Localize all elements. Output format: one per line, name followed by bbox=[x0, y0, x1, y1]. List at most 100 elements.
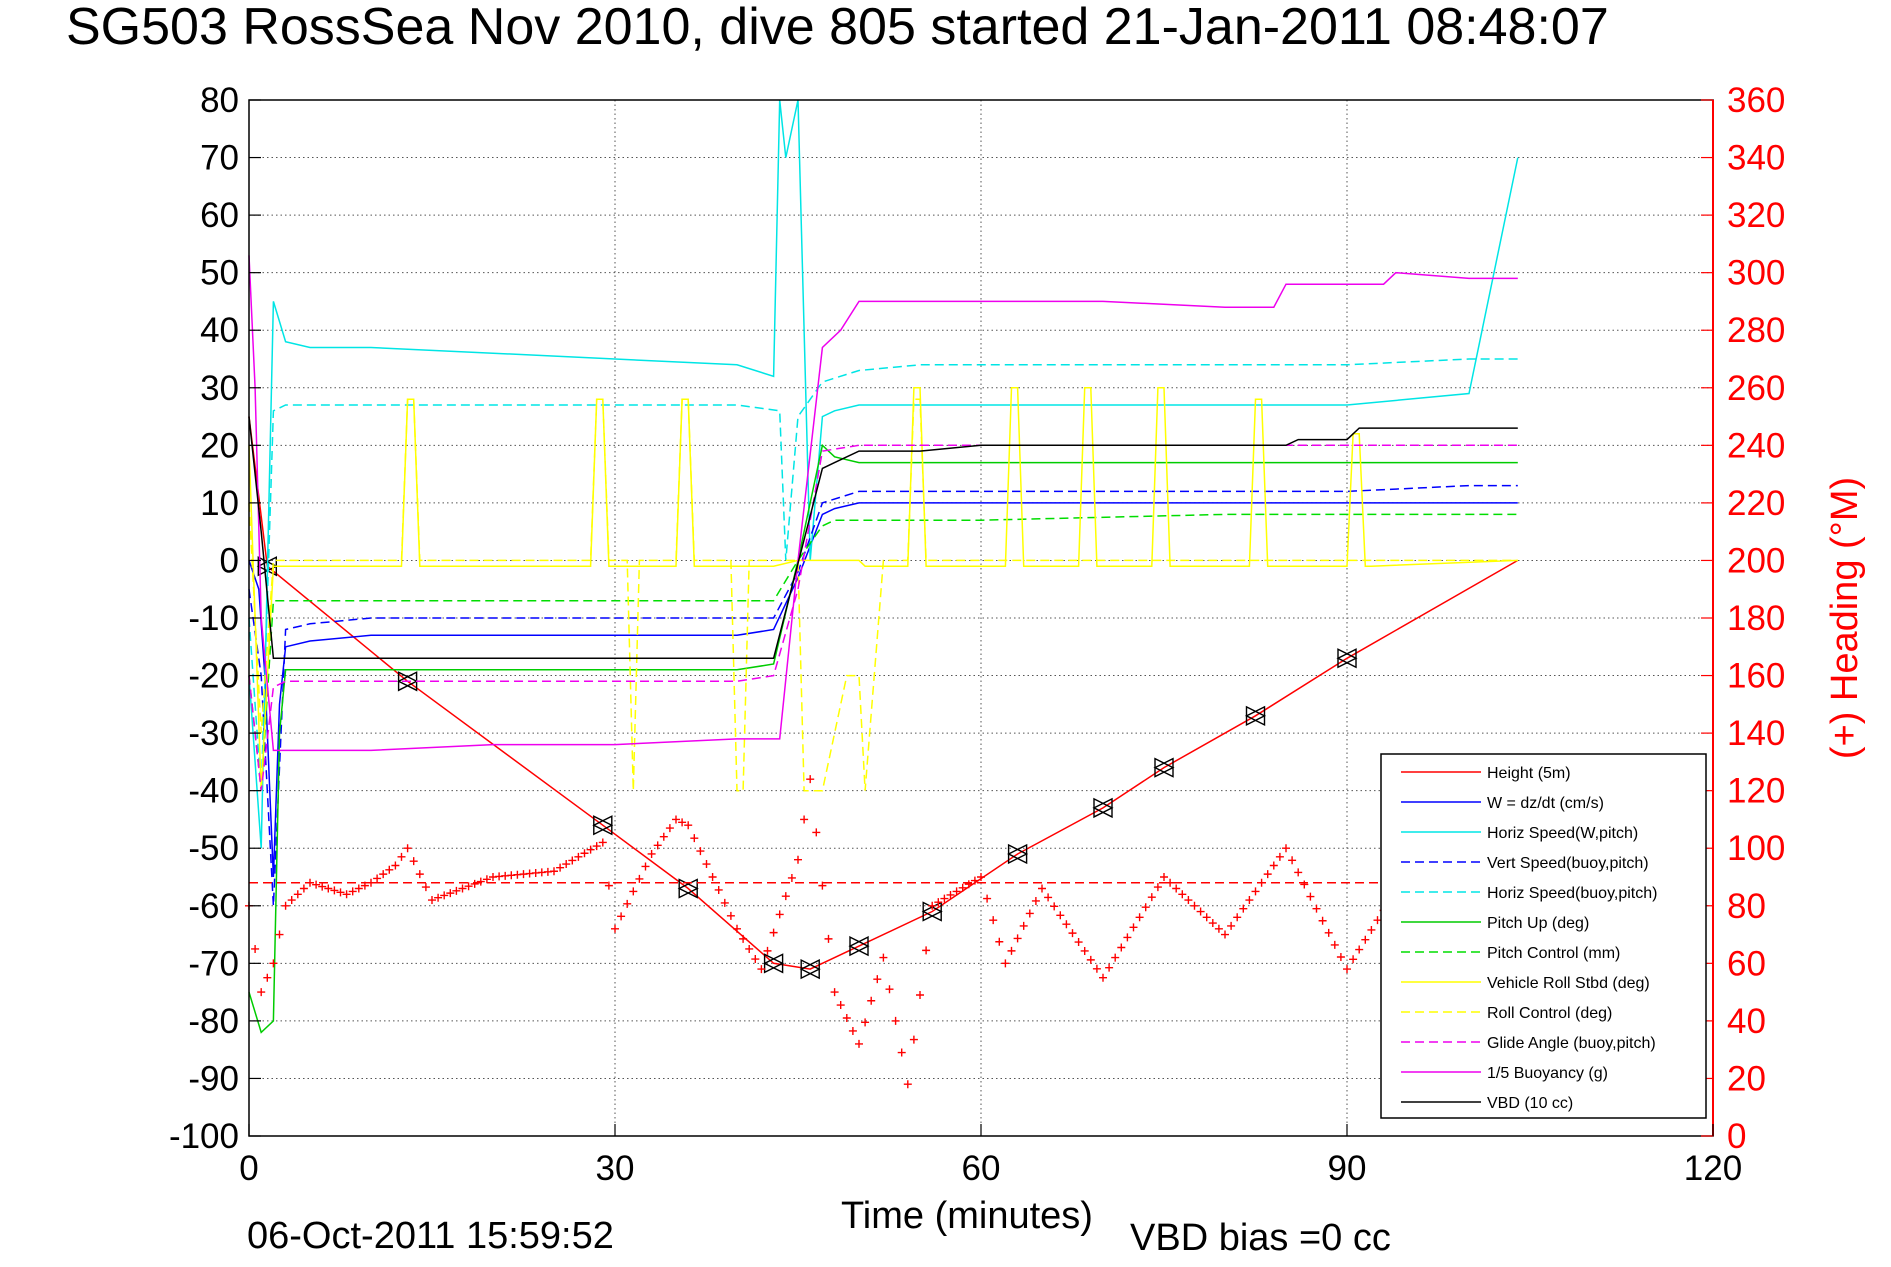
series-height-5m bbox=[248, 416, 1519, 970]
heading-marker bbox=[720, 898, 729, 907]
heading-marker bbox=[989, 916, 998, 925]
heading-marker bbox=[1361, 935, 1370, 944]
heading-marker bbox=[1245, 896, 1254, 905]
heading-marker bbox=[611, 924, 619, 933]
heading-marker bbox=[848, 1026, 857, 1035]
plot-area bbox=[245, 99, 1519, 1089]
heading-marker bbox=[1275, 852, 1284, 861]
heading-marker bbox=[1135, 913, 1144, 922]
heading-marker bbox=[446, 889, 455, 898]
right-tick-label: 360 bbox=[1727, 81, 1785, 120]
series-w-dz-dt-cm-s bbox=[248, 502, 1518, 878]
legend-item: Roll Control (deg) bbox=[1401, 1005, 1612, 1022]
heading-marker bbox=[1282, 844, 1290, 853]
heading-marker bbox=[867, 996, 876, 1005]
chart-title: SG503 RossSea Nov 2010, dive 805 started… bbox=[66, 0, 1609, 56]
legend-item: Height (5m) bbox=[1401, 765, 1571, 782]
heading-marker bbox=[1208, 919, 1217, 928]
y-tick-label: 40 bbox=[200, 311, 239, 350]
x-tick-label: 120 bbox=[1684, 1149, 1742, 1188]
right-tick-label: 80 bbox=[1727, 887, 1766, 926]
heading-marker bbox=[629, 887, 638, 896]
heading-marker bbox=[409, 857, 418, 866]
heading-marker bbox=[1336, 953, 1345, 962]
right-tick-label: 160 bbox=[1727, 657, 1785, 696]
y-tick-label: -90 bbox=[188, 1059, 239, 1098]
legend-label: 1/5 Buoyancy (g) bbox=[1487, 1065, 1608, 1082]
heading-marker bbox=[1269, 861, 1278, 870]
heading-marker bbox=[1007, 946, 1016, 955]
right-tick-label: 140 bbox=[1727, 714, 1785, 753]
legend-item: Pitch Control (mm) bbox=[1401, 945, 1620, 962]
heading-marker bbox=[568, 856, 577, 865]
heading-marker bbox=[318, 882, 327, 891]
heading-marker bbox=[330, 886, 339, 895]
legend: Height (5m) W = dz/dt (cm/s) Horiz Speed(W… bbox=[1380, 753, 1707, 1119]
heading-marker bbox=[1031, 896, 1040, 905]
height-marker bbox=[763, 953, 784, 974]
heading-marker bbox=[977, 873, 985, 881]
heading-marker bbox=[1062, 920, 1071, 929]
heading-marker bbox=[604, 881, 613, 890]
y-tick-label: 0 bbox=[220, 541, 239, 580]
heading-marker bbox=[836, 1001, 845, 1010]
heading-marker bbox=[458, 884, 467, 893]
heading-marker bbox=[1056, 911, 1065, 920]
x-tick-label: 60 bbox=[962, 1149, 1001, 1188]
heading-marker bbox=[1196, 907, 1205, 916]
series-horiz-speed-buoy-pitch bbox=[248, 358, 1518, 791]
height-marker bbox=[677, 878, 698, 899]
heading-marker bbox=[1294, 868, 1303, 877]
heading-marker bbox=[842, 1014, 851, 1023]
heading-marker bbox=[476, 877, 485, 886]
heading-marker bbox=[275, 930, 284, 939]
heading-marker bbox=[1129, 923, 1138, 932]
right-tick-label: 320 bbox=[1727, 196, 1785, 235]
height-marker bbox=[592, 815, 613, 836]
legend-label: W = dz/dt (cm/s) bbox=[1487, 795, 1604, 812]
right-tick-label: 260 bbox=[1727, 369, 1785, 408]
heading-marker bbox=[696, 847, 705, 856]
heading-marker bbox=[342, 890, 351, 899]
height-marker bbox=[1007, 843, 1028, 865]
heading-marker bbox=[665, 824, 674, 833]
height-marker bbox=[1336, 648, 1357, 669]
heading-marker bbox=[1312, 904, 1321, 913]
heading-marker bbox=[702, 860, 711, 869]
heading-marker bbox=[391, 861, 400, 870]
heading-marker bbox=[1221, 930, 1229, 939]
heading-marker bbox=[946, 890, 955, 899]
heading-marker bbox=[983, 894, 992, 903]
right-axis-label: (+) Heading (°M) bbox=[1824, 477, 1866, 759]
heading-marker bbox=[1117, 943, 1126, 952]
heading-marker bbox=[452, 886, 461, 895]
heading-marker bbox=[1355, 945, 1364, 954]
heading-marker bbox=[873, 975, 882, 984]
heading-marker bbox=[592, 842, 601, 851]
heading-marker bbox=[580, 849, 589, 858]
heading-marker bbox=[891, 1016, 900, 1025]
heading-marker bbox=[940, 894, 949, 903]
legend-label: Horiz Speed(W,pitch) bbox=[1487, 825, 1638, 842]
heading-marker bbox=[1141, 903, 1150, 912]
legend-label: VBD (10 cc) bbox=[1487, 1095, 1573, 1112]
series-1-5-buoyancy-g bbox=[248, 255, 1518, 752]
legend-label: Pitch Up (deg) bbox=[1487, 915, 1589, 932]
heading-marker bbox=[1038, 884, 1046, 893]
legend-item: Pitch Up (deg) bbox=[1401, 915, 1589, 932]
y-tick-label: 30 bbox=[200, 369, 239, 408]
heading-marker bbox=[733, 924, 741, 933]
right-tick-label: 220 bbox=[1727, 484, 1785, 523]
heading-marker bbox=[470, 879, 479, 888]
heading-marker bbox=[1044, 893, 1053, 902]
right-tick-label: 180 bbox=[1727, 599, 1785, 638]
heading-marker bbox=[1147, 893, 1156, 902]
heading-marker bbox=[800, 815, 809, 824]
y-tick-label: -20 bbox=[188, 657, 239, 696]
heading-marker bbox=[1160, 873, 1168, 881]
legend-item: Horiz Speed(W,pitch) bbox=[1401, 825, 1638, 842]
right-tick-label: 60 bbox=[1727, 944, 1766, 983]
heading-marker bbox=[922, 946, 931, 955]
heading-marker bbox=[617, 912, 626, 921]
